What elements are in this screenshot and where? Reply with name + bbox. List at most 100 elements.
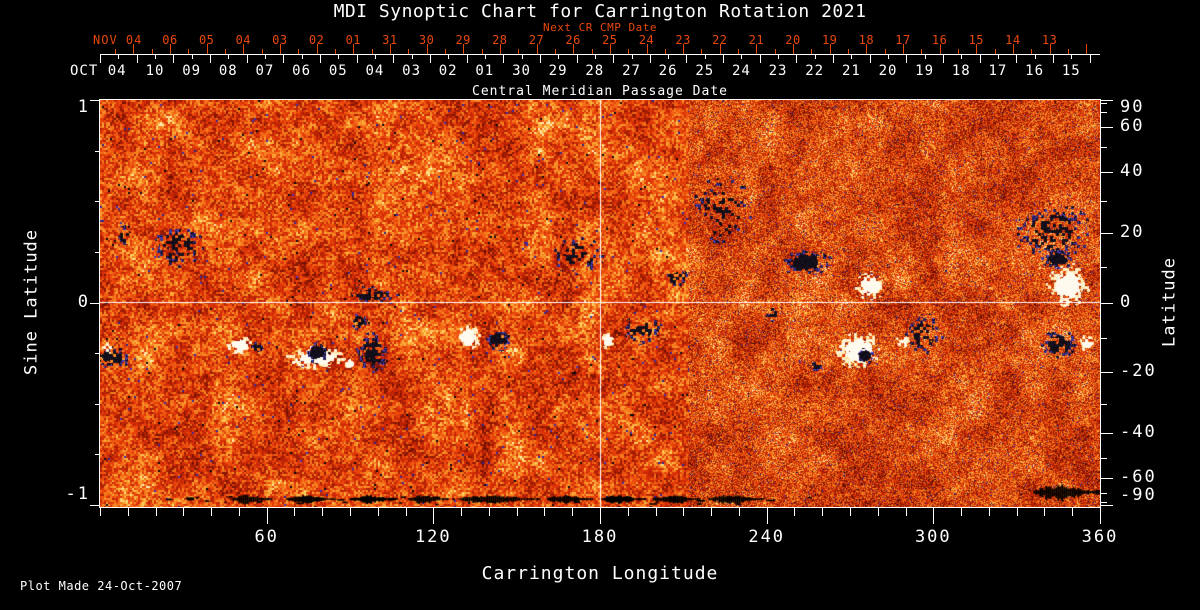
cmp-tick — [539, 55, 541, 63]
next-cr-tick — [976, 44, 978, 54]
y-left-minor-tick — [95, 403, 100, 405]
cmp-tick — [448, 55, 450, 59]
next-cr-day-label: 20 — [785, 33, 801, 47]
x-tick — [572, 508, 574, 516]
x-tick — [377, 508, 379, 516]
next-cr-tick — [609, 44, 611, 54]
y-right-tick-label: 40 — [1120, 161, 1145, 182]
cmp-tick — [283, 55, 285, 63]
next-cr-tick — [1086, 44, 1088, 54]
next-cr-day-label: 28 — [492, 33, 508, 47]
cmp-tick — [246, 55, 248, 63]
cmp-tick — [1053, 55, 1054, 63]
cmp-day-label: 07 — [255, 63, 275, 79]
next-cr-tick — [884, 49, 886, 54]
y-right-tick — [1101, 371, 1113, 373]
y-left-tick — [90, 505, 100, 506]
next-cr-tick — [1049, 44, 1051, 54]
cmp-tick — [613, 55, 615, 63]
y-right-tick-label: -20 — [1120, 360, 1157, 381]
next-cr-day-label: 02 — [308, 33, 325, 47]
cmp-tick — [1089, 55, 1091, 63]
next-cr-day-label: 15 — [968, 33, 985, 47]
cmp-tick — [759, 55, 761, 63]
cmp-day-label: 01 — [475, 63, 495, 79]
cmp-tick — [943, 55, 944, 63]
y-left-tick — [90, 302, 100, 304]
cmp-day-label: 30 — [512, 63, 531, 79]
plot-frame — [99, 99, 1101, 508]
next-cr-day-label: 01 — [345, 33, 362, 47]
cmp-day-label: 04 — [365, 63, 385, 79]
next-cr-tick — [261, 49, 263, 54]
x-tick — [766, 508, 768, 524]
next-cr-tick — [701, 49, 703, 54]
next-cr-tick — [353, 44, 355, 54]
next-cr-tick — [793, 44, 795, 54]
next-cr-tick — [958, 49, 959, 54]
x-tick — [877, 508, 879, 516]
x-tick — [683, 508, 685, 516]
cmp-day-label: 18 — [951, 63, 971, 79]
cmp-tick — [503, 55, 505, 63]
cmp-tick — [356, 55, 358, 63]
next-cr-tick — [628, 49, 630, 54]
cmp-day-label: 10 — [145, 63, 165, 79]
cmp-tick — [374, 55, 376, 59]
cmp-day-label: 19 — [915, 63, 935, 79]
cmp-month-label: OCT 04 — [70, 63, 127, 79]
next-cr-tick — [408, 49, 410, 54]
x-tick — [322, 508, 324, 516]
y-left-minor-tick — [95, 251, 100, 253]
next-cr-tick — [573, 44, 575, 54]
y-right-tick — [1101, 501, 1107, 503]
cmp-tick — [649, 55, 651, 63]
next-cr-tick — [829, 44, 831, 54]
y-right-tick-label: -40 — [1120, 421, 1157, 442]
cmp-tick — [338, 55, 340, 59]
x-tick — [405, 508, 407, 516]
cmp-tick — [814, 55, 816, 59]
cmp-tick — [631, 55, 633, 59]
next-cr-tick — [298, 49, 300, 54]
y-right-tick — [1101, 127, 1113, 129]
next-cr-day-label: 23 — [675, 33, 691, 47]
next-cr-tick — [280, 44, 281, 54]
next-cr-day-label: 19 — [821, 33, 838, 47]
y-left-tick-label: -1 — [65, 484, 90, 504]
x-tick — [350, 508, 351, 516]
x-tick — [183, 508, 185, 516]
cmp-tick — [961, 55, 963, 59]
next-cr-tick — [646, 44, 648, 54]
cmp-day-label: 02 — [438, 63, 458, 79]
cmp-day-label: 09 — [182, 63, 202, 79]
cmp-tick — [228, 55, 230, 59]
next-cr-month-label: NOV 04 — [93, 33, 143, 47]
y-axis-left-title: Sine Latitude — [21, 228, 42, 376]
cmp-axis-line — [100, 54, 1100, 55]
cmp-tick — [265, 55, 266, 59]
next-cr-tick — [225, 49, 226, 54]
next-cr-tick — [994, 49, 996, 54]
y-right-tick — [1101, 100, 1113, 101]
x-tick — [211, 508, 213, 516]
y-axis-right-title: Latitude — [1159, 257, 1180, 347]
next-cr-tick — [389, 44, 391, 54]
next-cr-day-label: 24 — [638, 33, 655, 47]
cmp-tick — [319, 55, 321, 63]
cmp-tick — [998, 55, 999, 59]
next-cr-day-label: 18 — [858, 33, 875, 47]
next-cr-tick — [1068, 49, 1069, 54]
y-right-tick — [1101, 112, 1107, 114]
x-tick-label: 60 — [254, 527, 279, 547]
y-left-minor-tick — [95, 150, 100, 152]
next-cr-tick — [151, 49, 153, 54]
next-cr-day-label: 31 — [382, 33, 398, 47]
x-tick — [905, 508, 907, 516]
next-cr-day-label: 17 — [895, 33, 911, 47]
next-cr-tick — [939, 44, 941, 54]
cmp-tick — [888, 55, 889, 59]
next-cr-tick — [756, 44, 758, 54]
next-cr-day-label: 22 — [712, 33, 728, 47]
cmp-tick — [1016, 55, 1018, 63]
